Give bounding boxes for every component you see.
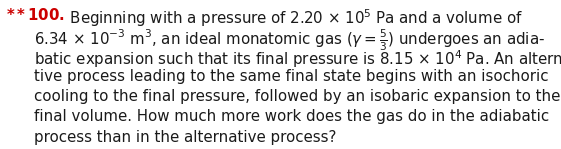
Text: final volume. How much more work does the gas do in the adiabatic: final volume. How much more work does th… [34,110,549,125]
Text: tive process leading to the same final state begins with an isochoric: tive process leading to the same final s… [34,69,549,83]
Text: Beginning with a pressure of 2.20 $\times$ 10$^5$ Pa and a volume of: Beginning with a pressure of 2.20 $\time… [65,7,523,29]
Text: $\bf{**100.}$: $\bf{**100.}$ [6,7,65,23]
Text: batic expansion such that its final pressure is 8.15 $\times$ 10$^4$ Pa. An alte: batic expansion such that its final pres… [34,48,561,70]
Text: 6.34 $\times$ 10$^{-3}$ m$^3$, an ideal monatomic gas ($\gamma = \frac{5}{3}$) u: 6.34 $\times$ 10$^{-3}$ m$^3$, an ideal … [34,28,545,53]
Text: cooling to the final pressure, followed by an isobaric expansion to the: cooling to the final pressure, followed … [34,89,560,104]
Text: process than in the alternative process?: process than in the alternative process? [34,130,337,145]
